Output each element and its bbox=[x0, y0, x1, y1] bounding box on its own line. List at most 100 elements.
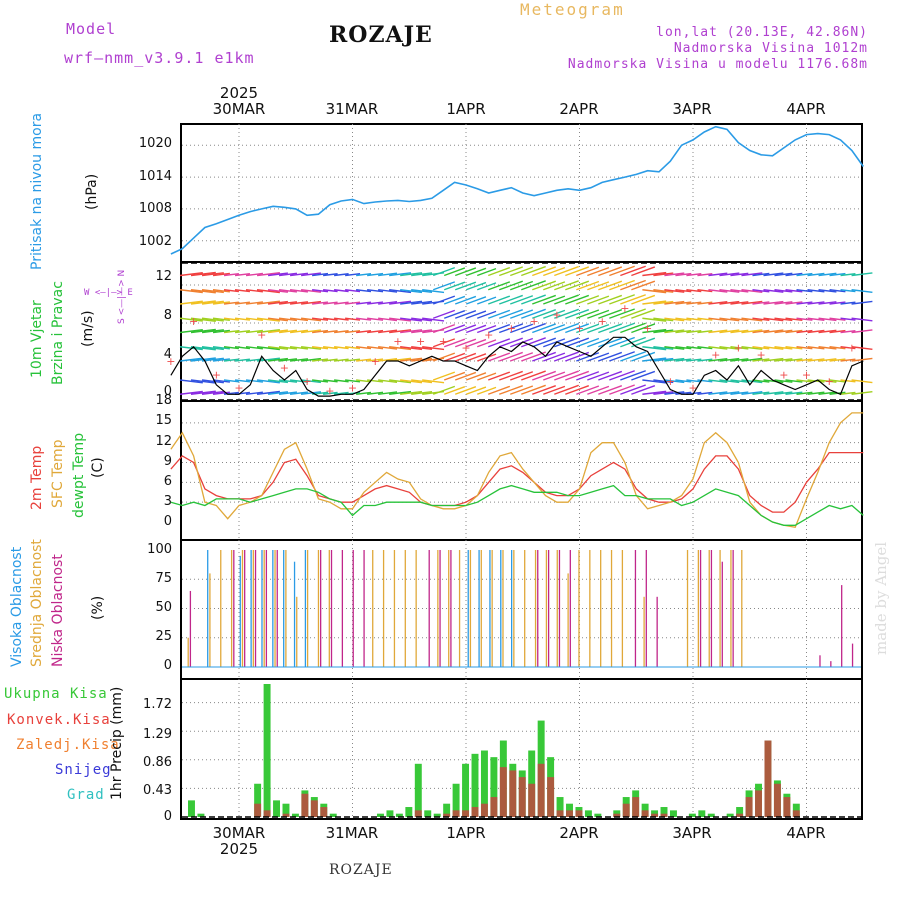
wind-barb bbox=[818, 358, 837, 362]
wind-barb bbox=[565, 294, 590, 305]
wind-barb bbox=[432, 385, 456, 395]
wind-barb bbox=[499, 309, 523, 319]
wind-barb bbox=[256, 346, 280, 351]
wind-barb bbox=[730, 391, 749, 395]
wind-barb bbox=[256, 329, 280, 334]
wind-barb bbox=[465, 281, 487, 291]
wind-barb bbox=[323, 273, 338, 277]
wind-barb bbox=[818, 379, 837, 383]
wind-barb bbox=[179, 390, 203, 395]
wind-barb bbox=[554, 265, 579, 277]
precip-conv-bar bbox=[792, 810, 800, 817]
wind-barb bbox=[432, 266, 456, 277]
wind-barb bbox=[256, 300, 280, 305]
precip-total-bar bbox=[188, 800, 195, 817]
wind-barb bbox=[829, 289, 846, 293]
wind-barb bbox=[532, 385, 557, 395]
legend-hail: Grad bbox=[67, 787, 105, 803]
wind-barb bbox=[653, 329, 674, 334]
wind-barb bbox=[212, 301, 230, 305]
wind-barb bbox=[234, 330, 251, 334]
wind-barb bbox=[851, 391, 873, 395]
precip-conv-bar bbox=[783, 797, 791, 817]
wind-barb bbox=[389, 300, 412, 305]
wind-barb bbox=[840, 358, 856, 362]
wind-barb bbox=[532, 323, 557, 334]
wind-barb bbox=[267, 329, 288, 334]
wind-barb bbox=[741, 357, 763, 362]
wind-compass: W <—|—> E bbox=[84, 288, 133, 298]
wind-barb bbox=[631, 370, 656, 381]
wind-barb bbox=[851, 289, 873, 293]
date-top-1: 31MAR bbox=[325, 100, 379, 118]
wind-barb bbox=[190, 289, 216, 294]
wind-barb bbox=[422, 346, 445, 351]
wind-barb bbox=[465, 324, 487, 334]
wind-barb bbox=[840, 301, 856, 305]
precip-tick: 1.29 bbox=[143, 727, 172, 742]
date-bottom-0: 30MAR bbox=[212, 824, 266, 842]
wind-barb bbox=[631, 266, 656, 277]
wind-barb bbox=[267, 300, 288, 305]
wind-barb bbox=[642, 346, 667, 351]
wind-barb bbox=[631, 323, 656, 334]
wind-barb bbox=[796, 358, 813, 362]
wind-barb bbox=[851, 357, 873, 362]
wind-barb bbox=[179, 379, 203, 384]
wind-barb bbox=[334, 273, 349, 277]
wind-barb bbox=[554, 294, 579, 305]
wind-barb bbox=[543, 309, 566, 319]
wind-barb bbox=[411, 300, 433, 305]
wind-barb bbox=[400, 329, 423, 334]
wind-barb bbox=[367, 317, 384, 321]
wind-barb bbox=[829, 272, 846, 277]
wind-barb bbox=[443, 324, 466, 334]
precip-total-bar bbox=[405, 807, 413, 817]
gust-marker: + bbox=[484, 328, 493, 341]
wind-barb bbox=[697, 317, 713, 321]
wind-barb bbox=[212, 272, 230, 277]
wind-barb bbox=[356, 346, 372, 350]
wind-barb bbox=[245, 329, 263, 334]
wind-barb bbox=[576, 266, 600, 277]
wind-barb bbox=[609, 279, 635, 291]
wind-barb bbox=[443, 386, 466, 395]
model-label: Model bbox=[66, 20, 117, 38]
station-title: ROZAJE bbox=[329, 22, 433, 48]
wind-barb bbox=[289, 379, 309, 383]
precip-total-bar bbox=[736, 807, 744, 817]
precip-conv-bar bbox=[301, 793, 309, 817]
wind-barb bbox=[510, 385, 534, 395]
date-bottom-2: 1APR bbox=[446, 824, 486, 842]
wind-barb bbox=[598, 351, 623, 362]
wind-barb bbox=[708, 317, 728, 322]
wind-barb bbox=[664, 346, 685, 350]
wind-barb bbox=[752, 329, 770, 334]
precip-total-bar bbox=[669, 810, 677, 817]
wind-barb bbox=[851, 317, 873, 322]
wind-barb bbox=[752, 358, 770, 362]
wind-barb bbox=[334, 391, 349, 395]
wind-barb bbox=[840, 379, 856, 383]
wind-barb bbox=[576, 385, 600, 395]
date-top-5: 4APR bbox=[786, 100, 826, 118]
wind-barb bbox=[422, 289, 445, 294]
gust-marker: + bbox=[325, 384, 334, 397]
wind-barb bbox=[278, 358, 298, 362]
wind-barb bbox=[400, 317, 423, 322]
wind-barb bbox=[312, 329, 329, 334]
wind-barb bbox=[752, 289, 770, 293]
wind-barb bbox=[443, 338, 466, 348]
wind-barb bbox=[301, 357, 322, 362]
wind-barb bbox=[356, 289, 372, 293]
wind-barb bbox=[301, 346, 322, 350]
wind-barb bbox=[543, 323, 566, 334]
wind-barb bbox=[774, 391, 793, 395]
precip-conv-bar bbox=[499, 767, 507, 817]
wind-barb bbox=[454, 386, 477, 395]
precip-conv-bar bbox=[528, 783, 536, 817]
precip-total-bar bbox=[698, 810, 706, 817]
precip-conv-bar bbox=[566, 810, 573, 817]
wind-barb bbox=[356, 391, 372, 395]
wind-barb bbox=[465, 338, 487, 348]
